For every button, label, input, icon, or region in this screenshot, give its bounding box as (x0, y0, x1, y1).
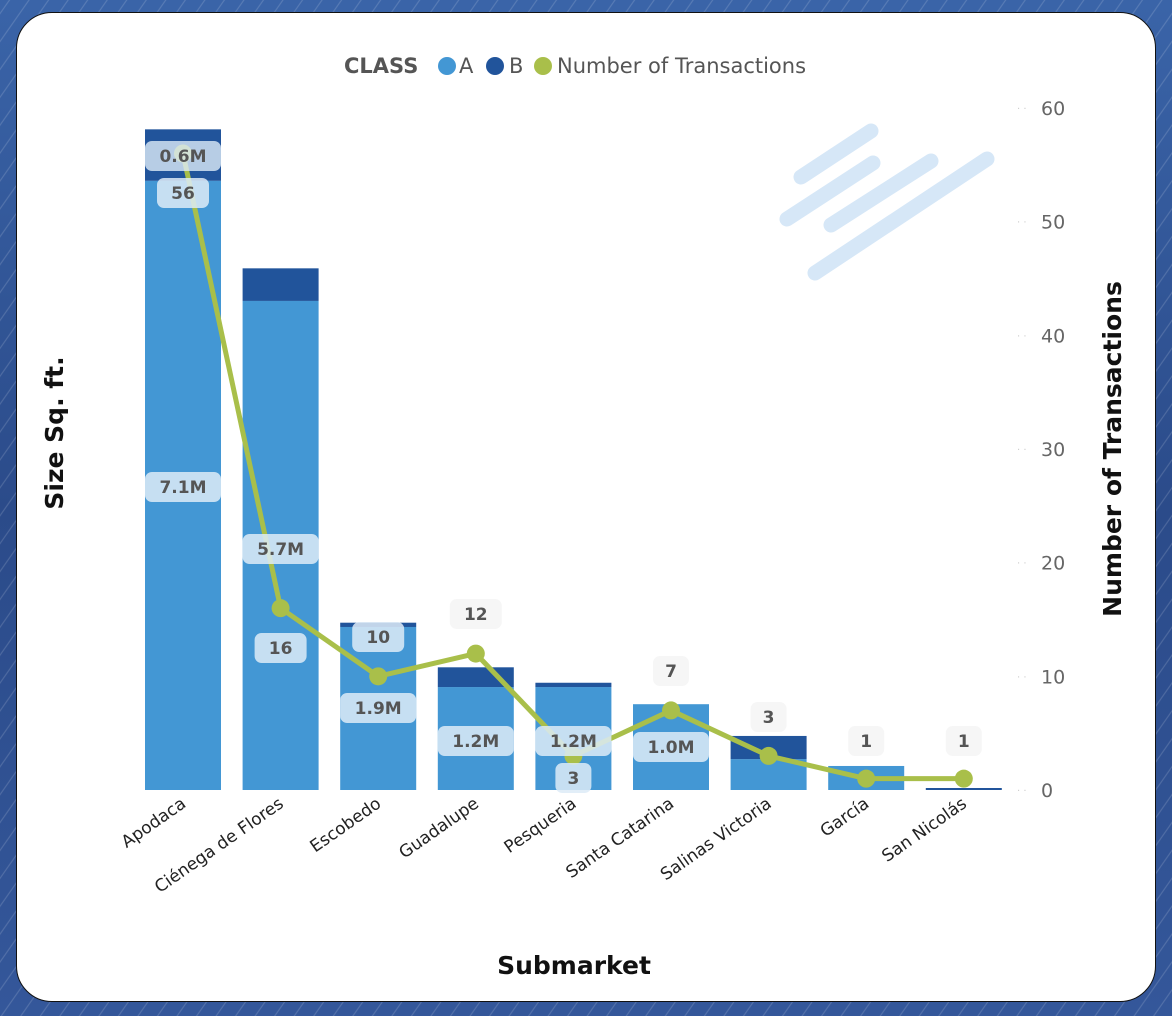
y2-tick-label: 60 (1041, 98, 1065, 120)
y2-tick-label: 20 (1041, 553, 1065, 575)
line-label: 7 (665, 662, 677, 682)
bar-a-label-bg (437, 726, 514, 756)
legend-entry: Number of Transactions (557, 54, 806, 78)
tick-dots: · · (1017, 331, 1027, 342)
line-label: 16 (269, 639, 293, 659)
decor-stripe (807, 151, 995, 281)
bar-a-label: 1.9M (355, 699, 402, 719)
line-point (759, 746, 778, 765)
line-point (466, 644, 485, 663)
chart-card: CLASS A B Number of Transactions · · 0 · · 10 ·… (16, 12, 1156, 1002)
x-tick-label: García (817, 794, 873, 842)
x-axis-title: Submarket (497, 951, 651, 980)
bar-a-label: 1.0M (647, 738, 694, 758)
tick-dots: · · (1017, 559, 1027, 570)
x-tick-label: Pesqueria (501, 794, 581, 858)
line-point (369, 667, 388, 686)
legend-marker-icon (534, 57, 552, 75)
decor-stripe (823, 153, 939, 233)
bar-a-label: 1.2M (452, 732, 499, 752)
line-label: 56 (171, 184, 195, 204)
right-axis: · · 0 · · 10 · · 20 · · 30 · · 40 · · 50 · · 60 (1017, 98, 1065, 802)
line-point (954, 769, 973, 788)
line-label: 1 (958, 732, 970, 752)
line-label: 10 (366, 628, 390, 648)
bar-b (242, 268, 319, 301)
bar-a-label: 1.2M (550, 732, 597, 752)
y2-tick-label: 0 (1041, 780, 1053, 802)
line-label-bg (254, 633, 307, 663)
line-point (662, 701, 680, 720)
line-label-bg (750, 702, 787, 732)
line-label-bg (848, 726, 885, 756)
x-tick-label: San Nicolás (878, 794, 970, 867)
y-axis-title: Size Sq. ft. (40, 356, 69, 509)
tick-dots: · · (1017, 786, 1027, 797)
line-label-bg (449, 599, 502, 629)
tick-dots: · · (1017, 672, 1027, 683)
bar-a-label-bg (535, 726, 612, 756)
line-point (857, 769, 876, 788)
line-label: 1 (860, 732, 872, 752)
bar-b-label: 0.6M (159, 147, 206, 167)
decor-stripe (779, 155, 881, 227)
legend: CLASS A B Number of Transactions (344, 54, 806, 78)
line-label-bg (555, 763, 592, 793)
legend-title: CLASS (344, 54, 418, 78)
bar-b-label-bg (145, 141, 221, 171)
legend-marker-icon (486, 57, 504, 75)
legend-marker-icon (438, 57, 456, 75)
line-point (271, 599, 290, 618)
legend-entry: A (459, 54, 474, 78)
bar-a-label-bg (633, 732, 709, 762)
decor-stripe (793, 123, 879, 185)
line-label: 3 (567, 769, 579, 789)
bar-b (535, 682, 612, 688)
legend-entry: B (509, 54, 523, 78)
bar-b (925, 788, 1002, 790)
y2-tick-label: 30 (1041, 439, 1065, 461)
bar-a-label-bg (340, 693, 417, 723)
x-tick-label: Escobedo (307, 794, 385, 857)
x-tick-label: Apodaca (118, 794, 190, 853)
line-label-bg (945, 726, 982, 756)
y2-axis-title: Number of Transactions (1098, 281, 1127, 617)
tick-dots: · · (1017, 445, 1027, 456)
y2-tick-label: 10 (1041, 666, 1065, 688)
bar-a-label: 7.1M (159, 478, 206, 498)
line-label: 3 (763, 708, 775, 728)
line-label-bg (653, 656, 689, 686)
combo-chart: CLASS A B Number of Transactions · · 0· · 10·… (40, 54, 1127, 980)
x-tick-label: Guadalupe (396, 794, 483, 863)
tick-dots: · · (1017, 104, 1027, 115)
tick-dots: · · (1017, 218, 1027, 229)
y2-tick-label: 50 (1041, 212, 1065, 234)
line-label: 12 (464, 605, 488, 625)
data-labels-layer: 7.1M 5.7M 1.9M 1.2M 1.2M 1.0M 0.6M 56 16 10 12 3 7 3 1… (145, 141, 982, 793)
line-label-bg (352, 622, 405, 652)
line-label-bg (157, 178, 209, 208)
y2-tick-label: 40 (1041, 325, 1065, 347)
bar-a-label: 5.7M (257, 540, 304, 560)
bar-a-label-bg (145, 472, 221, 502)
decorative-stripes-icon (779, 123, 995, 281)
bar-a-label-bg (242, 534, 319, 564)
